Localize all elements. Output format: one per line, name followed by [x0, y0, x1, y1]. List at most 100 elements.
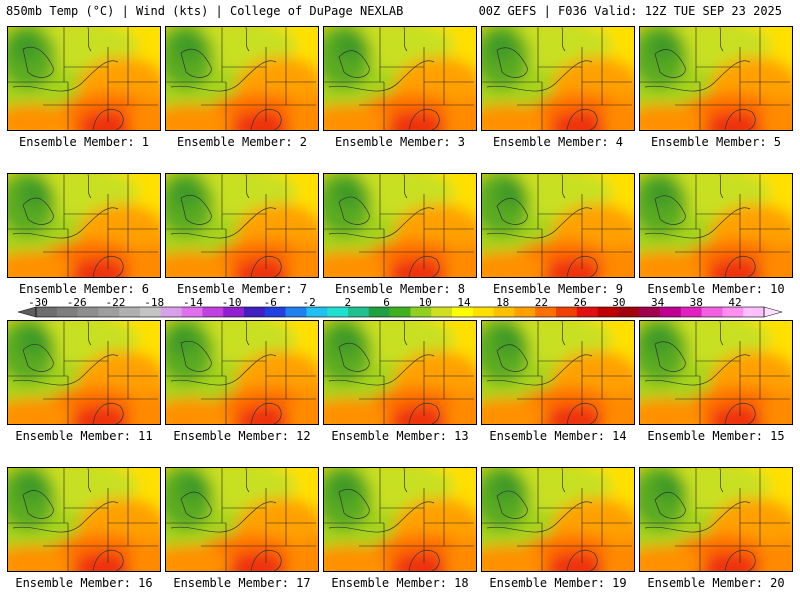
- colorbar-swatch: [36, 307, 58, 317]
- ensemble-map-panel: [165, 467, 319, 572]
- model-run-info: 00Z GEFS | F036 Valid: 12Z TUE SEP 23 20…: [478, 4, 782, 18]
- ensemble-member-caption: Ensemble Member: 1: [18, 135, 150, 149]
- ensemble-map-panel: [7, 320, 161, 425]
- state-boundaries: [482, 27, 632, 130]
- colorbar-swatch: [618, 307, 640, 317]
- isotherm-contours: [170, 48, 282, 130]
- ensemble-map-panel: [165, 26, 319, 131]
- ensemble-member-caption: Ensemble Member: 6: [18, 282, 150, 296]
- ensemble-map-panel: [481, 26, 635, 131]
- ensemble-map-panel: [639, 467, 793, 572]
- ensemble-member-caption: Ensemble Member: 9: [492, 282, 624, 296]
- colorbar-swatch: [77, 307, 99, 317]
- colorbar-swatch: [431, 307, 453, 317]
- temperature-field-map: [166, 321, 318, 424]
- isotherm-contours: [486, 198, 598, 277]
- colorbar-tick-label: -10: [222, 297, 242, 309]
- ensemble-member-caption: Ensemble Member: 16: [15, 576, 153, 590]
- temperature-field-map: [640, 468, 792, 571]
- ensemble-map-panel: [7, 173, 161, 278]
- temperature-field-map: [640, 27, 792, 130]
- colorbar-frame: [35, 306, 765, 318]
- state-boundaries: [324, 468, 474, 571]
- ensemble-member-caption: Ensemble Member: 4: [492, 135, 624, 149]
- isotherm-contours: [328, 342, 440, 424]
- temperature-colorbar: -30 -26 -22 -18 -14 -10 -6 -2 2 6 10 14 18 22 26 30 34 38…: [17, 297, 783, 318]
- colorbar-tick-label: 10: [419, 297, 432, 309]
- colorbar-tick-label: -6: [264, 297, 277, 309]
- temperature-field-map: [324, 321, 476, 424]
- colorbar-tick-label: 34: [651, 297, 665, 309]
- colorbar-tick-label: -14: [183, 297, 203, 309]
- colorbar-tick-label: 38: [690, 297, 703, 309]
- ensemble-member-caption: Ensemble Member: 10: [647, 282, 785, 296]
- state-boundaries: [640, 174, 790, 277]
- isotherm-contours: [12, 197, 124, 277]
- ensemble-map-panel: [323, 173, 477, 278]
- colorbar-swatch: [181, 307, 203, 317]
- colorbar-swatch: [452, 307, 474, 317]
- isotherm-contours: [486, 344, 598, 424]
- temperature-field-map: [482, 174, 634, 277]
- ensemble-member-caption: Ensemble Member: 3: [334, 135, 466, 149]
- state-boundaries: [324, 27, 474, 130]
- colorbar-swatch: [306, 307, 328, 317]
- state-boundaries: [324, 174, 474, 277]
- colorbar-swatch: [56, 307, 78, 317]
- isotherm-contours: [486, 490, 598, 571]
- temperature-field-map: [324, 27, 476, 130]
- ensemble-map-panel: [323, 26, 477, 131]
- temperature-field-map: [166, 468, 318, 571]
- ensemble-member-caption: Ensemble Member: 15: [647, 429, 785, 443]
- colorbar-tick-label: 22: [535, 297, 548, 309]
- colorbar-swatch: [119, 307, 141, 317]
- ensemble-map-panel: [639, 26, 793, 131]
- colorbar-swatch: [576, 307, 598, 317]
- temperature-field-map: [8, 174, 160, 277]
- isotherm-contours: [170, 491, 282, 571]
- ensemble-member-caption: Ensemble Member: 2: [176, 135, 308, 149]
- colorbar-swatch: [556, 307, 578, 317]
- ensemble-map-panel: [481, 320, 635, 425]
- colorbar-swatch: [722, 307, 744, 317]
- state-boundaries: [166, 321, 316, 424]
- ensemble-map-panel: [639, 173, 793, 278]
- ensemble-map-panel: [639, 320, 793, 425]
- ensemble-member-caption: Ensemble Member: 13: [331, 429, 469, 443]
- ensemble-map-panel: [165, 320, 319, 425]
- ensemble-map-panel: [7, 26, 161, 131]
- ensemble-member-caption: Ensemble Member: 7: [176, 282, 308, 296]
- colorbar-tick-label: 30: [612, 297, 625, 309]
- ensemble-member-caption: Ensemble Member: 12: [173, 429, 311, 443]
- ensemble-member-caption: Ensemble Member: 17: [173, 576, 311, 590]
- colorbar-swatch: [597, 307, 619, 317]
- ensemble-map-panel: [7, 467, 161, 572]
- colorbar-swatch: [680, 307, 702, 317]
- ensemble-member-caption: Ensemble Member: 11: [15, 429, 153, 443]
- colorbar-tick-label: 14: [457, 297, 471, 309]
- colorbar-swatch: [98, 307, 120, 317]
- colorbar-tick-label: -18: [144, 297, 164, 309]
- colorbar-swatch: [472, 307, 494, 317]
- isotherm-contours: [644, 492, 756, 571]
- colorbar-swatch: [264, 307, 286, 317]
- temperature-field-map: [8, 468, 160, 571]
- colorbar-swatch: [348, 307, 370, 317]
- colorbar-swatch: [327, 307, 349, 317]
- colorbar-tick-label: 42: [728, 297, 741, 309]
- ensemble-map-panel: [481, 173, 635, 278]
- colorbar-tick-label: 6: [383, 297, 390, 309]
- colorbar-swatch: [660, 307, 682, 317]
- ensemble-member-caption: Ensemble Member: 20: [647, 576, 785, 590]
- state-boundaries: [482, 321, 632, 424]
- colorbar-swatch: [535, 307, 557, 317]
- colorbar-swatch: [639, 307, 661, 317]
- colorbar-tick-label: 2: [344, 297, 351, 309]
- isotherm-contours: [644, 49, 756, 130]
- state-boundaries: [8, 468, 158, 571]
- colorbar-swatch: [368, 307, 390, 317]
- isotherm-contours: [328, 488, 440, 571]
- ensemble-member-caption: Ensemble Member: 8: [334, 282, 466, 296]
- colorbar-swatch: [701, 307, 723, 317]
- isotherm-contours: [486, 47, 598, 130]
